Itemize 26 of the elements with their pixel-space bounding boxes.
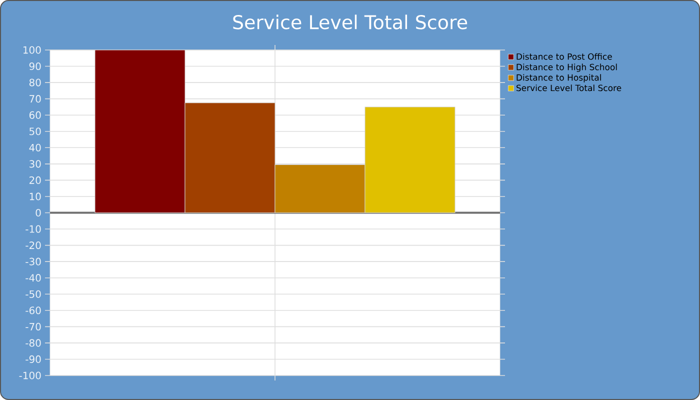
y-tick-label: 100 — [23, 46, 41, 54]
y-tick-label: -80 — [26, 339, 41, 347]
y-tick-label: -70 — [26, 322, 41, 330]
y-tick-label: 30 — [30, 160, 41, 168]
y-tick-label: -20 — [26, 242, 41, 250]
y-tick-label: 40 — [29, 144, 41, 152]
chart-title: Service Level Total Score — [233, 14, 468, 30]
y-tick-label: -90 — [26, 355, 41, 364]
y-tick-label: 80 — [29, 78, 41, 86]
y-tick-label: -10 — [26, 225, 41, 233]
y-tick-label: -30 — [26, 258, 41, 266]
y-tick-label: -40 — [26, 274, 41, 282]
y-tick-label: 0 — [36, 208, 41, 217]
y-tick-label: 50 — [30, 128, 41, 136]
legend-label: Distance to Post Office — [516, 53, 612, 60]
legend-label: Distance to High School — [516, 64, 617, 72]
legend-label: Distance to Hospital — [516, 74, 601, 82]
y-tick-label: -50 — [26, 290, 41, 298]
y-tick-label: 20 — [29, 176, 41, 184]
y-tick-label: 90 — [29, 62, 41, 70]
y-tick-label: 70 — [30, 95, 41, 103]
y-tick-label: -60 — [26, 306, 41, 314]
y-tick-label: -100 — [19, 372, 41, 380]
y-tick-label: 60 — [29, 111, 41, 119]
legend-label: Service Level Total Score — [516, 84, 622, 92]
y-tick-label: 10 — [30, 192, 41, 200]
